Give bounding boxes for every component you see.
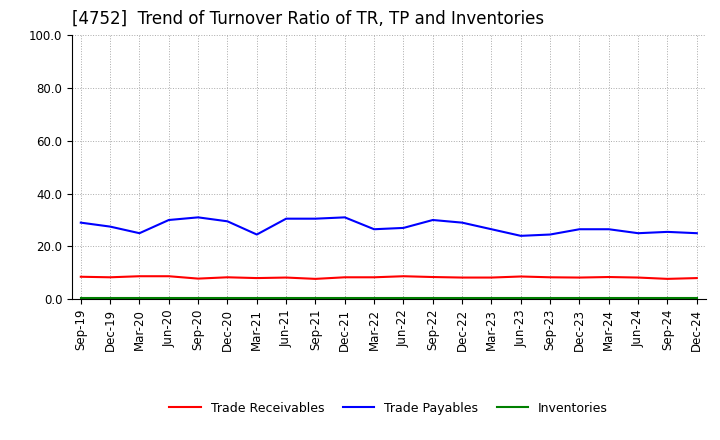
Text: [4752]  Trend of Turnover Ratio of TR, TP and Inventories: [4752] Trend of Turnover Ratio of TR, TP…	[72, 10, 544, 28]
Legend: Trade Receivables, Trade Payables, Inventories: Trade Receivables, Trade Payables, Inven…	[164, 397, 613, 420]
